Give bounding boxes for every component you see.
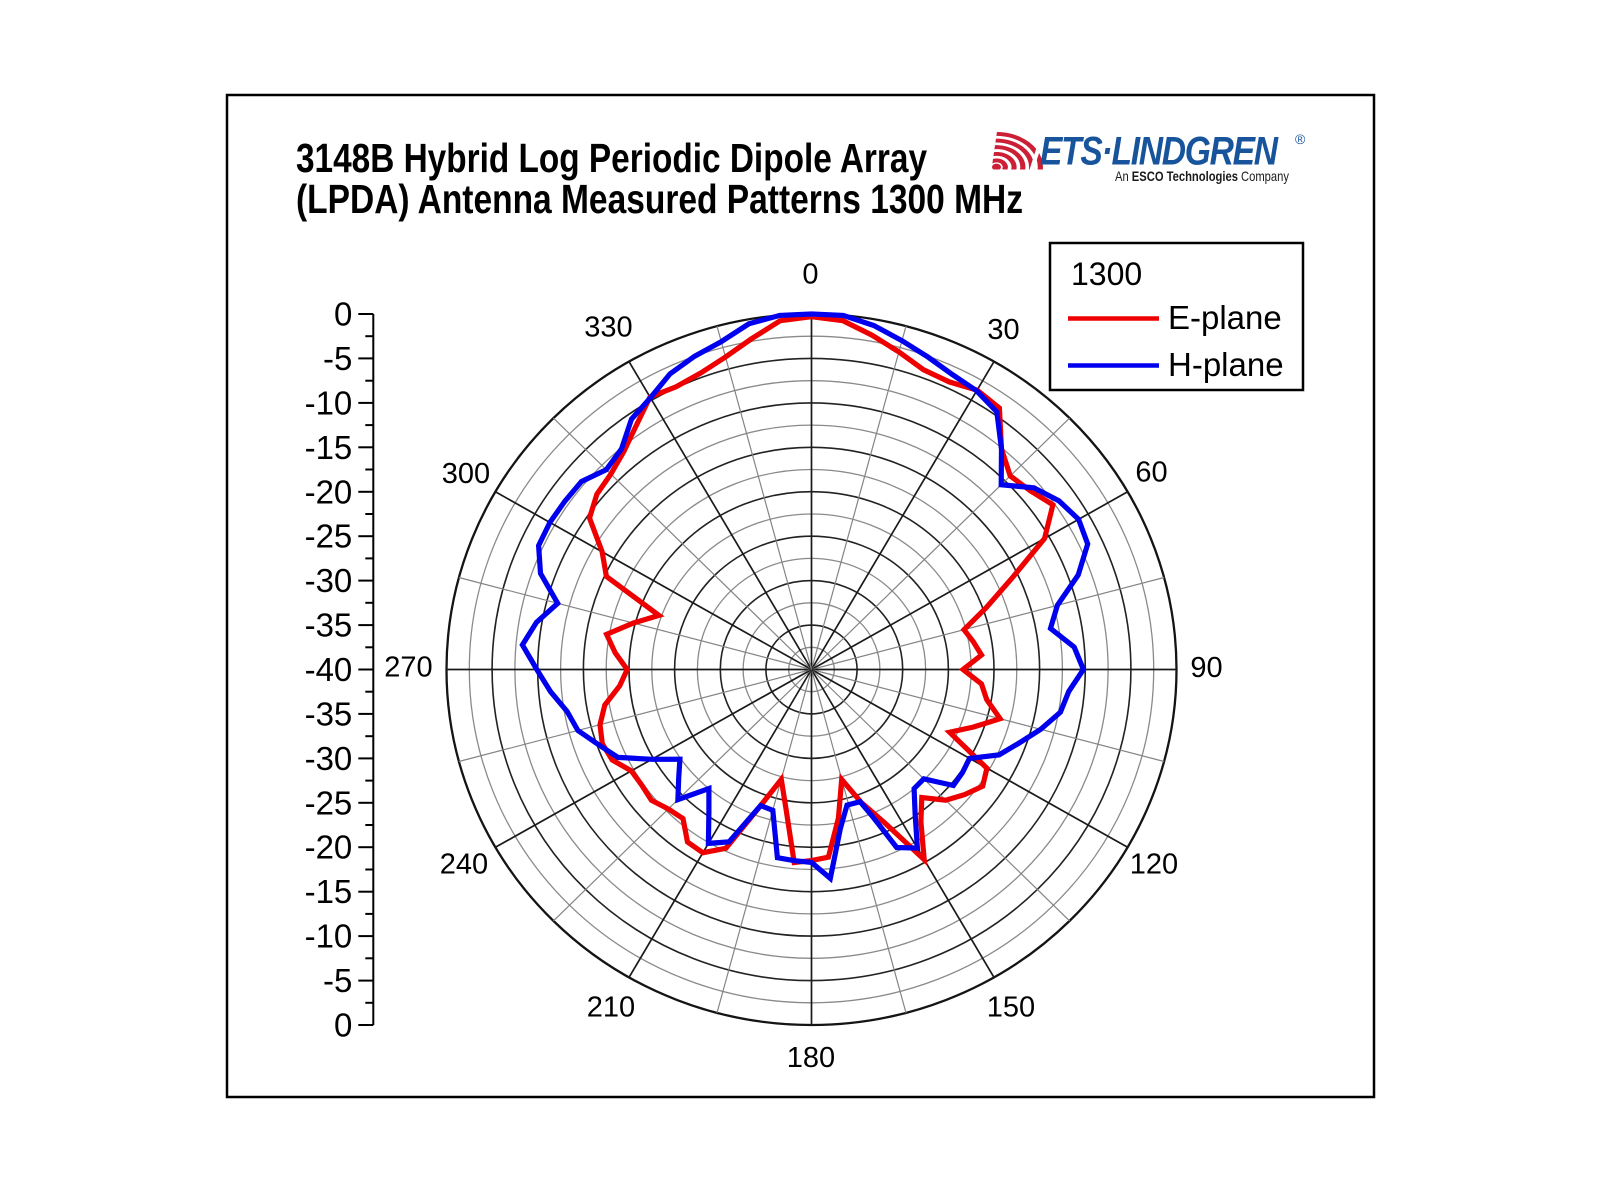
svg-text:(LPDA) Antenna Measured Patter: (LPDA) Antenna Measured Patterns 1300 MH… [296,176,1023,222]
svg-text:-30: -30 [305,562,353,599]
svg-text:-5: -5 [323,340,352,377]
svg-text:-35: -35 [305,607,353,644]
svg-text:0: 0 [802,259,818,291]
svg-text:An ESCO Technologies Company: An ESCO Technologies Company [1115,169,1290,184]
svg-text:-35: -35 [305,695,353,732]
svg-text:210: 210 [587,992,635,1024]
svg-text:-30: -30 [305,740,353,777]
svg-text:-10: -10 [305,384,353,421]
svg-text:-10: -10 [305,918,353,955]
svg-text:120: 120 [1130,849,1178,881]
svg-text:-25: -25 [305,784,353,821]
svg-text:1300: 1300 [1071,256,1142,292]
svg-text:300: 300 [442,458,490,490]
svg-text:60: 60 [1135,457,1167,489]
svg-text:330: 330 [584,312,632,344]
svg-text:ETS·LINDGREN: ETS·LINDGREN [1040,129,1279,173]
svg-text:-5: -5 [323,962,352,999]
svg-text:30: 30 [987,314,1019,346]
svg-text:-15: -15 [305,429,353,466]
svg-text:180: 180 [787,1042,835,1074]
svg-text:270: 270 [384,652,432,684]
svg-text:-25: -25 [305,518,353,555]
svg-text:0: 0 [334,296,352,333]
svg-text:0: 0 [334,1007,352,1044]
svg-text:E-plane: E-plane [1168,299,1282,336]
svg-text:90: 90 [1190,652,1222,684]
svg-text:150: 150 [987,992,1035,1024]
svg-text:240: 240 [440,849,488,881]
svg-text:H-plane: H-plane [1168,346,1284,383]
svg-text:-15: -15 [305,873,353,910]
svg-text:®: ® [1295,131,1306,147]
svg-text:-40: -40 [305,651,353,688]
svg-text:3148B Hybrid Log Periodic Dipo: 3148B Hybrid Log Periodic Dipole Array [296,135,927,181]
svg-text:-20: -20 [305,473,353,510]
svg-text:-20: -20 [305,829,353,866]
